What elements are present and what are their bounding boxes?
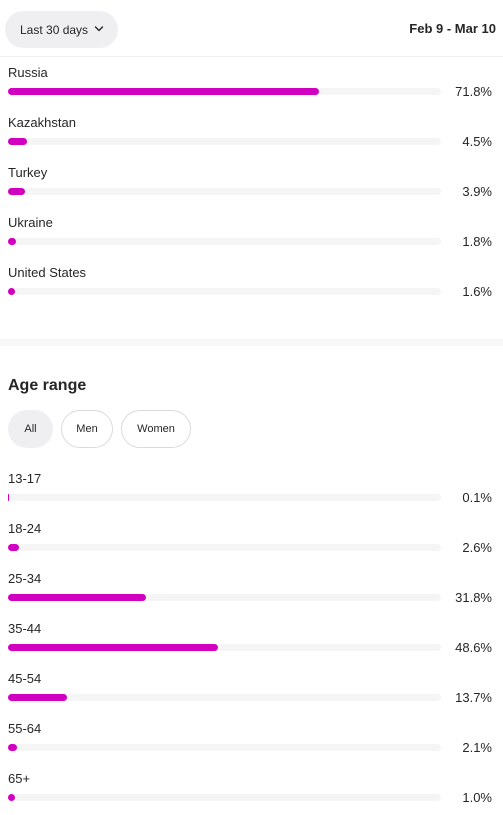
- country-row: Russia 71.8%: [8, 65, 496, 109]
- filter-chip-women[interactable]: Women: [121, 410, 191, 448]
- age-label: 35-44: [8, 621, 42, 636]
- age-row: 55-64 2.1%: [8, 721, 496, 765]
- bar-fill: [8, 288, 15, 295]
- country-percent: 4.5%: [462, 134, 492, 149]
- country-row: United States 1.6%: [8, 265, 496, 309]
- bar-track: [8, 138, 441, 145]
- country-percent: 1.8%: [462, 234, 492, 249]
- age-percent: 0.1%: [462, 490, 492, 505]
- age-percent: 13.7%: [455, 690, 492, 705]
- age-label: 13-17: [8, 471, 42, 486]
- bar-track: [8, 288, 441, 295]
- bar-fill: [8, 544, 20, 551]
- section-divider: [0, 339, 503, 346]
- age-row: 65+ 1.0%: [8, 771, 496, 815]
- age-label: 25-34: [8, 571, 42, 586]
- top-bar: Last 30 days Feb 9 - Mar 10: [0, 0, 503, 57]
- date-range-text: Feb 9 - Mar 10: [409, 21, 496, 36]
- date-range-dropdown[interactable]: Last 30 days: [5, 11, 119, 48]
- filter-chip-men[interactable]: Men: [61, 410, 113, 448]
- bar-fill: [8, 694, 68, 701]
- country-percent: 1.6%: [462, 284, 492, 299]
- bar-fill: [8, 238, 16, 245]
- age-label: 55-64: [8, 721, 42, 736]
- age-label: 45-54: [8, 671, 42, 686]
- age-range-title: Age range: [8, 377, 87, 394]
- age-row: 25-34 31.8%: [8, 571, 496, 615]
- age-percent: 48.6%: [455, 640, 492, 655]
- bar-fill: [8, 594, 146, 601]
- country-label: Turkey: [8, 165, 48, 180]
- filter-chip-label: Women: [137, 423, 175, 435]
- age-row: 18-24 2.6%: [8, 521, 496, 565]
- country-label: Russia: [8, 65, 48, 80]
- bar-fill: [8, 138, 28, 145]
- bar-track: [8, 694, 441, 701]
- chevron-down-icon: [94, 23, 104, 37]
- age-percent: 1.0%: [462, 790, 492, 805]
- bar-track: [8, 794, 441, 801]
- country-label: Ukraine: [8, 215, 53, 230]
- bar-fill: [8, 794, 15, 801]
- bar-fill: [8, 88, 319, 95]
- filter-chip-all[interactable]: All: [8, 410, 53, 448]
- bar-fill: [8, 188, 25, 195]
- date-range-dropdown-label: Last 30 days: [20, 22, 89, 37]
- country-percent: 3.9%: [462, 184, 492, 199]
- age-label: 65+: [8, 771, 31, 786]
- bar-fill: [8, 744, 18, 751]
- bar-track: [8, 88, 441, 95]
- gender-filter-chips: All Men Women: [8, 410, 191, 448]
- country-label: Kazakhstan: [8, 115, 76, 130]
- age-row: 45-54 13.7%: [8, 671, 496, 715]
- bar-track: [8, 544, 441, 551]
- age-row: 35-44 48.6%: [8, 621, 496, 665]
- bar-track: [8, 644, 441, 651]
- country-percent: 71.8%: [455, 84, 492, 99]
- country-row: Kazakhstan 4.5%: [8, 115, 496, 159]
- age-row: 13-17 0.1%: [8, 471, 496, 515]
- age-percent: 2.1%: [462, 740, 492, 755]
- country-row: Turkey 3.9%: [8, 165, 496, 209]
- age-label: 18-24: [8, 521, 42, 536]
- bar-fill: [8, 644, 219, 651]
- filter-chip-label: Men: [76, 423, 98, 435]
- bar-track: [8, 594, 441, 601]
- bar-track: [8, 744, 441, 751]
- age-percent: 2.6%: [462, 540, 492, 555]
- bar-track: [8, 238, 441, 245]
- country-row: Ukraine 1.8%: [8, 215, 496, 259]
- country-label: United States: [8, 265, 87, 280]
- bar-track: [8, 494, 441, 501]
- bar-track: [8, 188, 441, 195]
- filter-chip-label: All: [24, 423, 37, 435]
- age-percent: 31.8%: [455, 590, 492, 605]
